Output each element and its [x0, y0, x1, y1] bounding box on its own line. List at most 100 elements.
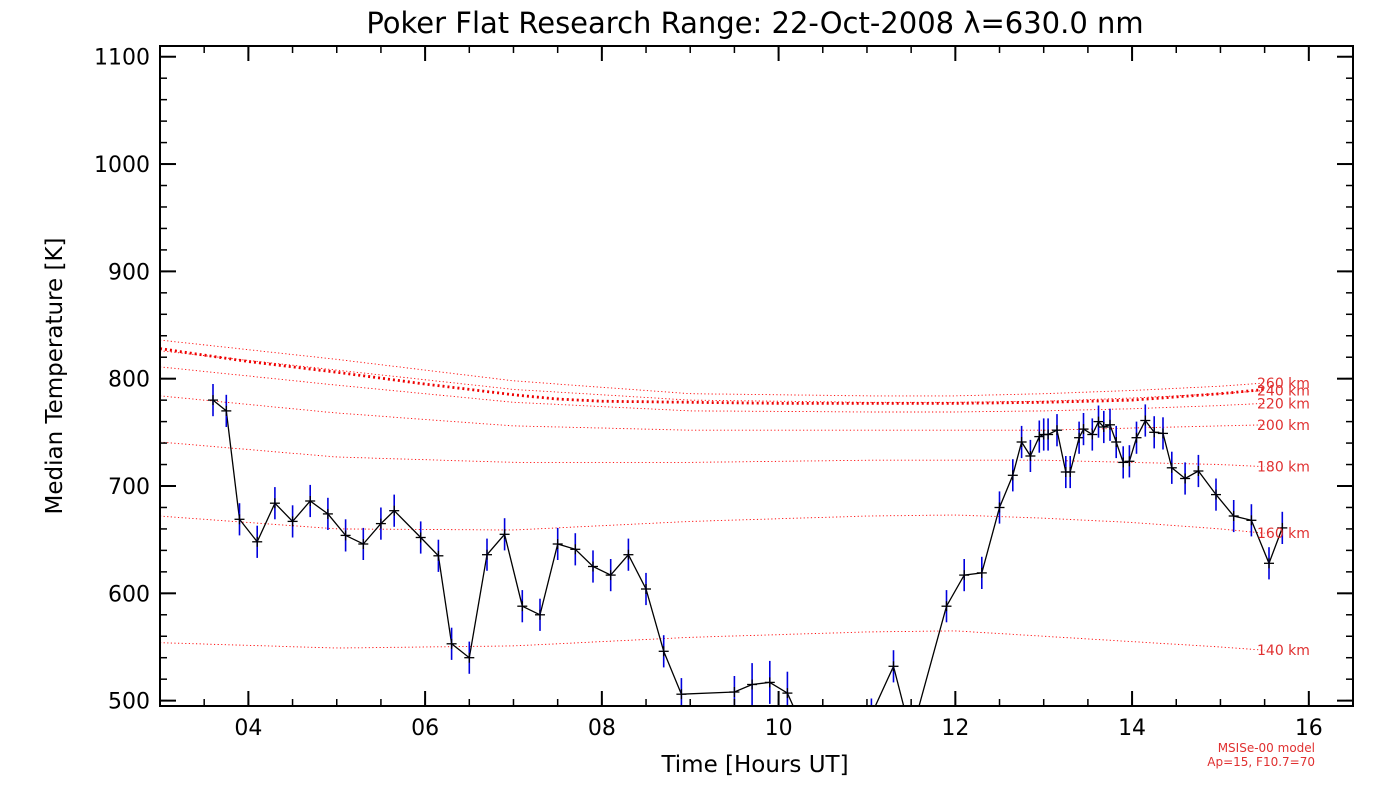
data-point	[1065, 467, 1076, 477]
y-tick-label: 1000	[94, 153, 150, 178]
data-point	[464, 652, 475, 663]
y-tick-label: 600	[108, 582, 150, 607]
chart-title: Poker Flat Research Range: 22-Oct-2008 λ…	[366, 6, 1143, 40]
data-point	[1228, 511, 1239, 521]
x-tick-label: 16	[1295, 716, 1323, 741]
data-point	[747, 679, 758, 690]
model-curve-label: 260 km	[1257, 376, 1310, 392]
model-curve	[160, 339, 1265, 397]
data-point	[1111, 437, 1122, 447]
data-point	[782, 688, 793, 699]
data-point	[1034, 431, 1045, 442]
data-point	[208, 395, 218, 406]
data-point	[888, 661, 899, 672]
plot-axes: 04 06 08 10 12 14 16 500 600 700 800 900 1000 1100	[94, 45, 1354, 741]
data-point	[358, 539, 369, 549]
data-point	[764, 677, 775, 688]
model-curve	[160, 514, 1265, 534]
data-point	[1093, 416, 1104, 427]
model-curve-label: 180 km	[1257, 460, 1310, 476]
x-tick-label: 14	[1118, 716, 1146, 741]
data-point	[941, 601, 952, 612]
data-point	[482, 549, 492, 560]
model-curve-label: 140 km	[1257, 643, 1310, 659]
data-point	[1193, 466, 1204, 476]
data-point	[305, 496, 316, 506]
plot-frame	[159, 45, 1354, 707]
model-curve	[160, 366, 1265, 413]
data-point	[234, 514, 245, 525]
data-point	[287, 516, 298, 527]
data-point	[535, 609, 545, 620]
data-point	[641, 584, 651, 594]
data-point	[552, 539, 563, 549]
x-tick-label: 10	[765, 716, 793, 741]
data-point	[1149, 427, 1160, 438]
x-tick-label: 12	[941, 716, 969, 741]
data-point	[1180, 473, 1191, 484]
model-curve-label: 200 km	[1257, 418, 1310, 434]
data-point	[570, 544, 581, 555]
data-point	[866, 710, 876, 720]
data-point	[1140, 415, 1151, 426]
y-tick-label: 1100	[94, 46, 150, 71]
data-point	[676, 689, 687, 700]
model-curve	[160, 441, 1265, 468]
data-point	[1007, 470, 1018, 481]
data-point	[375, 518, 386, 529]
data-point	[1277, 522, 1288, 533]
data-point	[800, 728, 810, 738]
model-curve	[160, 350, 1265, 403]
data-point	[1264, 558, 1274, 569]
model-fit-line	[160, 347, 1265, 405]
data-point	[1052, 425, 1062, 436]
data-point	[1158, 428, 1168, 439]
data-point	[340, 530, 351, 541]
x-tick-label: 04	[234, 716, 262, 741]
model-fit-curve	[160, 347, 1265, 405]
x-axis-label: Time [Hours UT]	[660, 752, 848, 778]
y-axis-label: Median Temperature [K]	[42, 238, 68, 515]
model-curve-label: 240 km	[1257, 384, 1310, 400]
model-curve	[160, 630, 1265, 651]
data-point	[1166, 462, 1177, 473]
data-point	[1098, 422, 1109, 432]
data-point	[994, 502, 1005, 513]
data-point	[729, 687, 740, 697]
data-point	[1124, 456, 1135, 467]
data-point	[1016, 437, 1027, 447]
data-point	[1043, 429, 1054, 440]
data-point	[517, 601, 528, 612]
series-line	[212, 399, 1283, 706]
data-point	[1118, 457, 1129, 468]
data-point	[221, 405, 232, 416]
data-point	[588, 561, 598, 572]
data-point	[1131, 432, 1142, 443]
data-point	[1074, 432, 1085, 443]
data-point	[415, 532, 426, 543]
model-annotation-line-2: Ap=15, F10.7=70	[1207, 755, 1315, 769]
data-point	[446, 638, 457, 649]
data-point	[1087, 429, 1098, 440]
data-point	[605, 570, 616, 581]
data-point	[389, 505, 400, 516]
measured-series	[208, 384, 1288, 740]
data-point	[623, 549, 634, 560]
data-point	[959, 570, 970, 581]
y-tick-label: 900	[108, 260, 150, 285]
data-point	[1025, 451, 1036, 461]
data-point	[1211, 489, 1221, 500]
data-point	[499, 529, 510, 540]
x-tick-label: 08	[588, 716, 616, 741]
model-curves	[160, 339, 1265, 651]
model-curve-label: 160 km	[1257, 526, 1310, 542]
data-point	[433, 550, 444, 561]
x-tick-label: 06	[411, 716, 439, 741]
data-point	[658, 646, 669, 657]
data-point	[906, 730, 916, 740]
model-annotation-line-1: MSISe-00 model	[1218, 741, 1315, 755]
data-point	[322, 508, 333, 519]
data-point	[1078, 424, 1089, 435]
